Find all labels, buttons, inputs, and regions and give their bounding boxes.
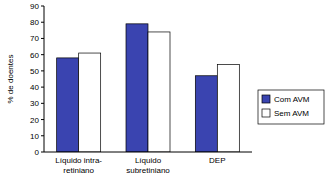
y-tick-label: 50 — [30, 67, 39, 76]
y-axis — [44, 6, 45, 152]
x-tick-label: Líquido intra-retiniano — [55, 156, 102, 175]
chart: 0 10 20 30 40 50 60 70 80 90 Líquido intra-retinia… — [0, 0, 329, 194]
y-tick — [41, 103, 44, 104]
y-tick — [41, 6, 44, 7]
y-tick-label: 40 — [30, 83, 39, 92]
bar — [195, 76, 217, 152]
y-tick-label: 10 — [30, 132, 39, 141]
y-tick — [41, 87, 44, 88]
label-line: retiniano — [63, 166, 94, 175]
label-line: Líquido — [135, 156, 162, 165]
y-axis-label: % de doentes — [6, 55, 15, 104]
legend-swatch — [262, 109, 270, 117]
legend-swatch — [262, 95, 270, 103]
y-tick — [41, 152, 44, 153]
y-tick-label: 90 — [30, 2, 39, 11]
label-line: DEP — [209, 156, 225, 165]
y-tick — [41, 135, 44, 136]
bar — [217, 64, 239, 152]
y-tick — [41, 119, 44, 120]
legend-label: Sem AVM — [274, 109, 309, 118]
y-tick-label: 70 — [30, 34, 39, 43]
legend-label: Com AVM — [274, 95, 310, 104]
bar — [148, 32, 170, 152]
x-tick-label: DEP — [209, 156, 225, 165]
y-tick-label: 20 — [30, 116, 39, 125]
y-tick-label: 80 — [30, 18, 39, 27]
y-tick — [41, 54, 44, 55]
y-tick — [41, 22, 44, 23]
legend-box — [258, 90, 324, 124]
bar — [57, 58, 79, 152]
y-tick-label: 30 — [30, 99, 39, 108]
y-tick — [41, 38, 44, 39]
bar — [126, 24, 148, 152]
y-tick-label: 60 — [30, 51, 39, 60]
y-tick-label: 0 — [35, 148, 40, 157]
x-axis — [44, 152, 252, 153]
x-tick-label: Líquidosubretiniano — [126, 156, 170, 175]
label-line: subretiniano — [126, 166, 170, 175]
label-line: Líquido intra- — [55, 156, 102, 165]
y-tick — [41, 70, 44, 71]
bars — [57, 24, 240, 152]
bar — [79, 53, 101, 152]
